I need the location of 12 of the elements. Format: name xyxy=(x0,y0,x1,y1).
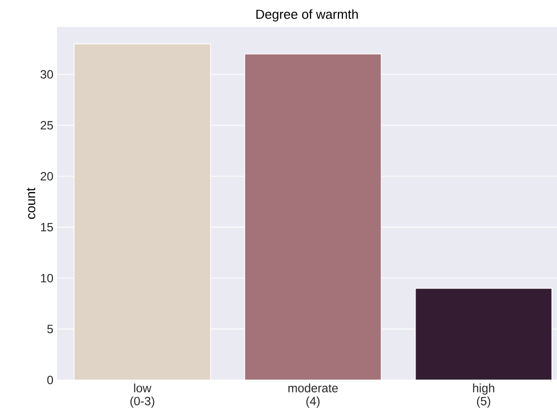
y-tick-label: 20 xyxy=(40,172,54,180)
y-tick-label: 30 xyxy=(40,70,54,79)
x-tick-label: moderate (4) xyxy=(288,384,338,408)
x-tick-label: high (5) xyxy=(473,384,494,408)
y-tick-label: 0 xyxy=(47,376,54,384)
y-tick-label: 5 xyxy=(47,324,53,334)
chart-title: Degree of warmth xyxy=(256,9,358,22)
y-tick-label: 25 xyxy=(40,121,53,130)
y-axis-title: count xyxy=(26,188,36,219)
y-tick-label: 15 xyxy=(41,222,53,232)
y-tick-label: 10 xyxy=(41,274,54,282)
x-tick-label: low (0-3) xyxy=(130,384,154,408)
